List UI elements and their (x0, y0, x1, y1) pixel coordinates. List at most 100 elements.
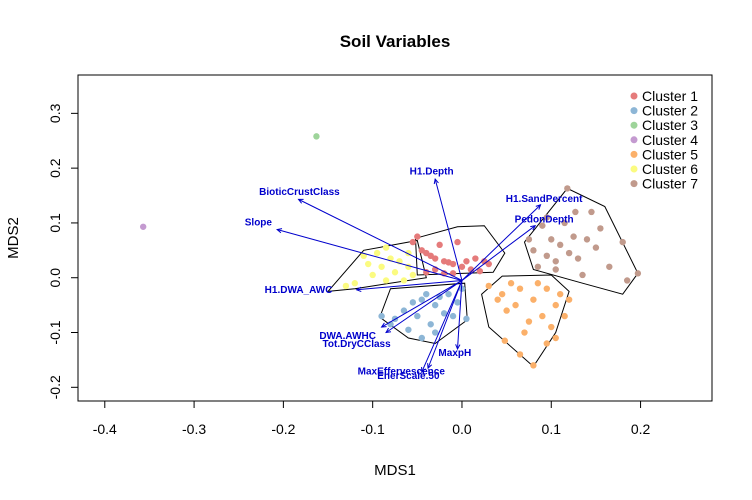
vector-arrow (461, 225, 536, 281)
data-point (570, 233, 577, 240)
variable-vectors: H1.Depth BioticCrustClass Slope H1.SandPerc… (245, 167, 583, 382)
data-point (431, 255, 439, 262)
data-point (623, 277, 631, 284)
legend-entry: Cluster 2 (642, 103, 698, 119)
data-point (351, 280, 359, 287)
data-point (548, 236, 555, 243)
data-point (552, 258, 559, 265)
data-point (503, 307, 510, 314)
data-point (463, 258, 470, 265)
vector-arrow (461, 204, 541, 281)
data-point (449, 312, 457, 320)
data-point (565, 296, 573, 303)
vector-arrow (381, 280, 463, 328)
vector-arrow (427, 280, 463, 369)
y-tick-label: 0.3 (47, 103, 63, 123)
legend-marker (630, 150, 638, 158)
data-point (485, 260, 492, 268)
data-point (534, 280, 542, 287)
data-point (561, 219, 568, 227)
data-point (409, 271, 417, 279)
x-tick-label: 0.1 (542, 421, 562, 437)
data-point (454, 238, 461, 246)
data-point (507, 280, 515, 287)
legend-entry: Cluster 7 (642, 176, 698, 192)
data-point (534, 263, 542, 270)
data-point (409, 238, 417, 246)
data-point (521, 329, 528, 336)
data-point (530, 296, 537, 303)
data-point (539, 312, 546, 320)
vector-label: MaxpH (438, 348, 471, 359)
vector-arrowhead (421, 366, 426, 374)
data-point (543, 252, 551, 260)
data-point (597, 225, 604, 232)
data-point (494, 296, 501, 303)
data-point (516, 285, 524, 292)
data-point (365, 260, 372, 268)
legend-marker (630, 180, 638, 188)
data-point (525, 318, 533, 325)
data-point (405, 326, 412, 333)
cluster-hull (414, 225, 506, 276)
vector-arrow (298, 198, 463, 281)
data-point (373, 249, 381, 257)
data-point (391, 269, 399, 276)
vector-label: PedonDepth (515, 214, 574, 225)
data-point (539, 222, 546, 229)
vector-arrowhead (530, 224, 537, 231)
data-point (454, 299, 461, 306)
data-point (458, 263, 466, 270)
data-point (516, 351, 524, 358)
plot-frame (77, 74, 713, 402)
vector-arrow (421, 280, 463, 373)
data-point (543, 340, 551, 347)
x-tick-label: -0.3 (182, 421, 206, 437)
cluster-hull (481, 274, 570, 368)
chart-title: Soil Variables (340, 32, 451, 51)
data-point (619, 238, 626, 246)
data-point (378, 263, 385, 270)
data-point (467, 266, 475, 273)
x-axis-label: MDS1 (374, 462, 416, 479)
data-point (378, 312, 385, 320)
vector-label: H1.DWA_AWC (265, 285, 333, 296)
y-axis-label: MDS2 (5, 217, 22, 259)
data-point (606, 263, 613, 270)
legend-marker (630, 121, 638, 129)
vector-label: EnerScale.50 (377, 371, 440, 382)
legend-marker (630, 136, 638, 144)
legend-entry: Cluster 4 (642, 132, 698, 148)
vector-arrow (356, 279, 463, 291)
data-point (414, 312, 421, 320)
data-point (634, 270, 642, 277)
vector-arrowhead (380, 322, 387, 328)
data-point (552, 334, 559, 342)
vector-arrowhead (297, 198, 304, 204)
data-point (592, 244, 600, 251)
x-tick-label: -0.1 (361, 421, 385, 437)
data-point (382, 244, 390, 251)
data-point (588, 208, 595, 216)
data-point (431, 329, 439, 336)
data-point (565, 249, 573, 257)
data-point (574, 255, 582, 262)
data-point (556, 241, 564, 249)
x-tick-label: -0.2 (271, 421, 295, 437)
data-point (548, 323, 555, 331)
vector-arrowhead (427, 363, 433, 370)
data-point (431, 301, 439, 309)
data-point (564, 185, 571, 192)
data-point (139, 223, 147, 230)
data-point (409, 299, 417, 306)
vector-arrowhead (535, 204, 542, 210)
x-axis: -0.4 -0.3 -0.2 -0.1 0.0 0.1 0.2 (93, 401, 651, 437)
vector-label: DWA.AWHC (319, 331, 376, 342)
data-point (572, 208, 579, 216)
x-tick-label: -0.4 (93, 421, 117, 437)
data-point (458, 285, 466, 292)
data-point (579, 271, 586, 279)
y-tick-label: 0.0 (47, 268, 63, 288)
data-point (476, 267, 484, 275)
